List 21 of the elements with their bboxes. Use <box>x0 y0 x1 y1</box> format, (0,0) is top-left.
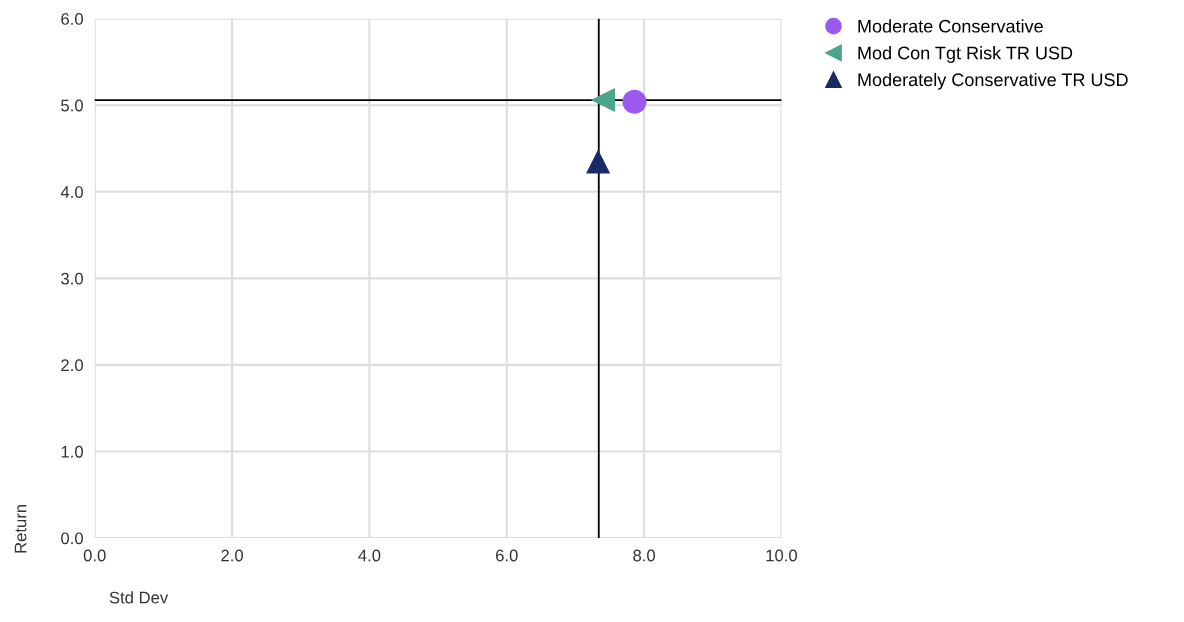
x-tick-label: 2.0 <box>221 549 243 562</box>
y-tick-label: 4.0 <box>60 186 83 198</box>
x-tick-label: 8.0 <box>633 549 656 562</box>
point <box>586 149 611 174</box>
y-tick-label: 5.0 <box>61 99 83 112</box>
x-tick-label: 6.0 <box>496 549 518 562</box>
x-tick-label: 4.0 <box>358 549 381 562</box>
x-tick-label: 0.0 <box>83 549 106 562</box>
point <box>590 88 615 113</box>
legend-label: Moderately Conservative TR USD <box>858 72 1128 90</box>
x-tick-label: 10.0 <box>766 549 798 562</box>
y-tick-label: 0.0 <box>61 532 83 545</box>
y-axis-title: Return <box>14 504 27 553</box>
y-tick-label: 1.0 <box>61 445 83 458</box>
legend-label: Moderate Conservative <box>858 19 1043 33</box>
y-tick-label: 6.0 <box>61 13 83 25</box>
y-tick-label: 2.0 <box>61 359 83 372</box>
point <box>622 89 647 114</box>
x-axis-title: Std Dev <box>109 591 169 604</box>
legend-label: Mod Con Tgt Risk TR USD <box>858 46 1073 63</box>
y-tick-label: 3.0 <box>61 272 83 285</box>
